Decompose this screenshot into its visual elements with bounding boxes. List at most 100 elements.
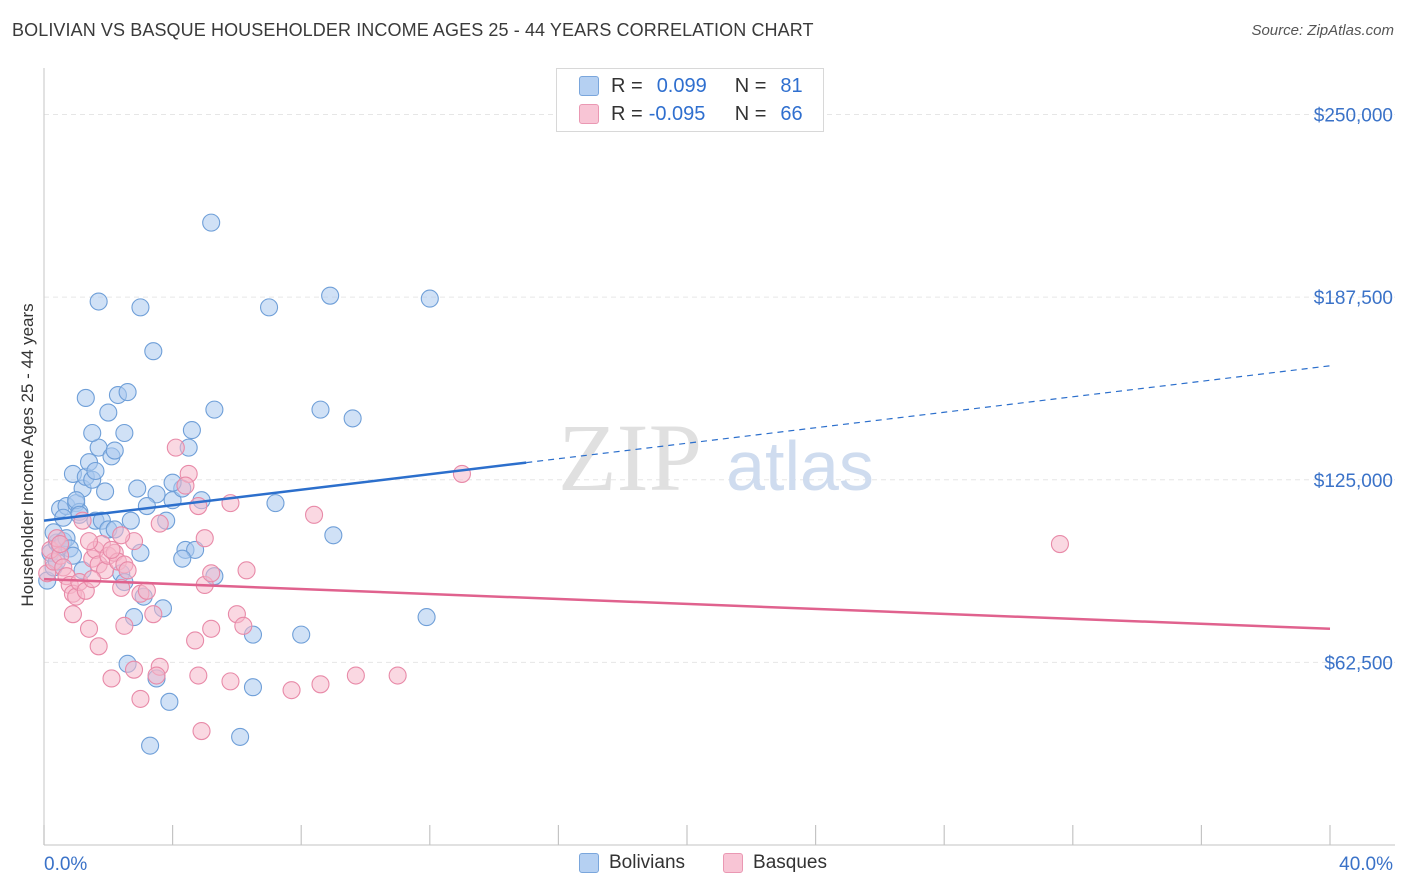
basque-point xyxy=(63,605,82,624)
bolivian-point xyxy=(259,298,279,317)
r-value: 0.099 xyxy=(656,74,707,97)
basque-point xyxy=(112,578,131,597)
basque-point xyxy=(305,505,324,524)
bolivian-point xyxy=(147,485,166,504)
bolivian-point xyxy=(321,286,340,305)
watermark-atlas: atlas xyxy=(726,427,874,505)
x-tick-label: 0.0% xyxy=(44,854,87,875)
r-label: R = xyxy=(611,102,643,125)
bolivians-trend-extension xyxy=(526,365,1331,464)
bolivians-swatch xyxy=(579,76,599,96)
basque-point xyxy=(112,526,131,545)
basque-point xyxy=(51,534,70,554)
legend-label-basques: Basques xyxy=(753,852,827,873)
basque-point xyxy=(89,637,108,656)
bolivian-point xyxy=(105,441,124,460)
bolivian-point xyxy=(324,526,343,545)
r-value: -0.095 xyxy=(648,102,706,125)
bolivian-point xyxy=(76,388,95,407)
bolivian-point xyxy=(420,289,439,308)
basque-point xyxy=(79,619,99,638)
basque-point xyxy=(176,476,195,495)
bolivians-trend-line xyxy=(43,461,527,522)
bolivian-point xyxy=(86,461,105,481)
basque-point xyxy=(189,666,208,685)
bolivian-point xyxy=(182,421,201,440)
trend-lines xyxy=(43,365,1331,631)
bolivian-point xyxy=(141,736,160,755)
basque-point xyxy=(115,616,134,635)
bolivian-point xyxy=(118,383,137,402)
y-tick-label: $250,000 xyxy=(1314,106,1393,127)
basque-point xyxy=(237,561,256,580)
n-value: 81 xyxy=(780,74,803,97)
axes xyxy=(43,68,1395,846)
n-label: N = xyxy=(734,102,767,125)
source-note: Source: ZipAtlas.com xyxy=(1251,22,1394,39)
basque-point xyxy=(79,532,99,551)
basque-point xyxy=(150,514,169,533)
chart-title: BOLIVIAN VS BASQUE HOUSEHOLDER INCOME AG… xyxy=(12,20,814,40)
bolivian-point xyxy=(128,479,147,498)
n-label: N = xyxy=(734,74,767,97)
basque-point xyxy=(221,672,240,691)
r-label: R = xyxy=(611,74,643,97)
legend-label-bolivians: Bolivians xyxy=(609,852,686,873)
basque-point xyxy=(452,464,472,483)
basque-point xyxy=(102,669,121,688)
legend-row-basques: R = -0.095 N = 66 xyxy=(557,100,803,128)
legend-item-bolivians: Bolivians xyxy=(579,852,685,874)
basque-point xyxy=(166,438,185,457)
bolivian-point xyxy=(144,342,163,361)
bolivian-point xyxy=(205,400,224,419)
basques-trend-line xyxy=(43,577,1331,631)
basques-swatch xyxy=(579,104,599,124)
basque-point xyxy=(388,666,407,685)
series-legend: Bolivians Basques xyxy=(0,852,1406,874)
n-value: 66 xyxy=(780,102,803,125)
bolivian-point xyxy=(417,608,436,627)
bolivian-point xyxy=(231,727,250,746)
bolivian-point xyxy=(137,497,156,516)
bolivian-point xyxy=(67,491,86,510)
basque-point xyxy=(346,666,365,685)
basque-point xyxy=(186,631,205,650)
basque-point xyxy=(137,581,156,600)
bolivian-point xyxy=(83,423,102,443)
basque-point xyxy=(131,689,150,708)
bolivian-point xyxy=(89,292,108,311)
basque-point xyxy=(192,721,211,741)
basque-point xyxy=(282,681,301,700)
y-tick-label: $187,500 xyxy=(1314,288,1393,309)
bolivian-point xyxy=(186,540,205,559)
legend-item-basques: Basques xyxy=(723,852,827,874)
basque-point xyxy=(195,529,214,548)
tick-labels: $62,500 $125,000 $187,500 $250,000 0.0% 40.0% xyxy=(44,106,1393,875)
basque-point xyxy=(124,660,144,679)
bolivian-point xyxy=(173,549,192,568)
basque-point xyxy=(202,619,221,638)
watermark: ZIP atlas xyxy=(558,404,874,511)
bolivian-point xyxy=(115,423,134,443)
bolivian-point xyxy=(96,482,115,501)
basque-point xyxy=(83,570,102,589)
x-tick-label: 40.0% xyxy=(1339,854,1393,875)
y-tick-label: $125,000 xyxy=(1314,471,1393,492)
bolivian-point xyxy=(202,213,221,232)
bolivian-point xyxy=(292,625,311,644)
bolivian-point xyxy=(266,494,285,513)
basque-point xyxy=(202,564,221,583)
basque-point xyxy=(311,675,330,694)
basque-point xyxy=(147,666,166,685)
bolivian-point xyxy=(131,298,150,317)
bolivian-point xyxy=(160,692,179,711)
watermark-zip: ZIP xyxy=(558,404,702,511)
y-tick-label: $62,500 xyxy=(1324,653,1393,674)
basque-point xyxy=(189,497,208,516)
gridlines xyxy=(44,114,1395,663)
basque-point xyxy=(102,540,121,559)
basque-point xyxy=(234,616,253,635)
data-points xyxy=(38,213,1069,755)
basque-point xyxy=(144,605,163,624)
